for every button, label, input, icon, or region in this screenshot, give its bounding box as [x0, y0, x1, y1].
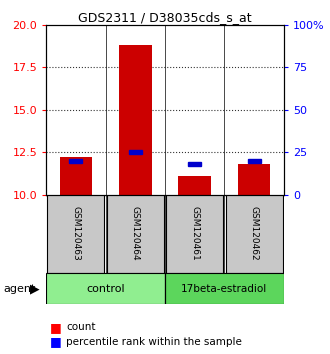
- Text: ▶: ▶: [30, 282, 39, 295]
- Text: ■: ■: [50, 335, 61, 348]
- Text: percentile rank within the sample: percentile rank within the sample: [66, 337, 242, 347]
- Bar: [129, 150, 142, 154]
- Text: GSM120462: GSM120462: [249, 206, 259, 261]
- Text: count: count: [66, 322, 95, 332]
- Text: 17beta-estradiol: 17beta-estradiol: [181, 284, 268, 293]
- Text: GSM120463: GSM120463: [71, 206, 81, 261]
- Bar: [48, 195, 104, 273]
- Bar: [59, 157, 92, 195]
- Bar: [46, 273, 165, 304]
- Bar: [165, 273, 284, 304]
- Bar: [166, 195, 223, 273]
- Bar: [188, 162, 201, 166]
- Bar: [226, 195, 282, 273]
- Bar: [238, 164, 271, 195]
- Bar: [107, 195, 164, 273]
- Text: GSM120464: GSM120464: [131, 206, 140, 261]
- Bar: [248, 159, 261, 162]
- Text: control: control: [86, 284, 125, 293]
- Bar: [178, 176, 211, 195]
- Text: ■: ■: [50, 321, 61, 334]
- Bar: [69, 159, 82, 162]
- Bar: [119, 45, 151, 195]
- Text: agent: agent: [3, 284, 36, 293]
- Title: GDS2311 / D38035cds_s_at: GDS2311 / D38035cds_s_at: [78, 11, 252, 24]
- Text: GSM120461: GSM120461: [190, 206, 199, 261]
